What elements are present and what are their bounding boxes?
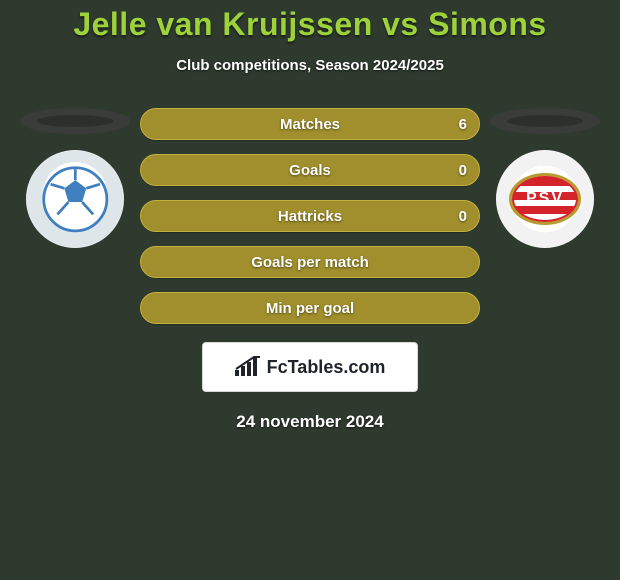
stat-bar-label: Matches [280, 116, 340, 133]
page-title: Jelle van Kruijssen vs Simons [73, 6, 546, 43]
right-column: PSV [485, 108, 605, 248]
chart-bars-icon [235, 356, 261, 378]
left-shadow-ellipse-inner [37, 115, 113, 127]
stat-bar-label: Hattricks [278, 208, 342, 225]
stat-bar: Min per goal [140, 292, 480, 324]
stat-bars: Matches 6 Goals 0 Hattricks 0 Goals per match M… [135, 108, 485, 324]
right-shadow-ellipse-inner [507, 115, 583, 127]
main-row: Matches 6 Goals 0 Hattricks 0 Goals per match M… [0, 108, 620, 324]
right-club-badge: PSV [496, 150, 594, 248]
brand-box[interactable]: FcTables.com [202, 342, 418, 392]
content-root: Jelle van Kruijssen vs Simons Club compe… [0, 0, 620, 580]
stat-bar-label: Goals [289, 162, 331, 179]
left-shadow-ellipse [20, 108, 130, 134]
psv-shield-text: PSV [526, 190, 564, 208]
stat-bar: Goals per match [140, 246, 480, 278]
left-club-badge [26, 150, 124, 248]
psv-shield: PSV [512, 176, 578, 222]
stat-bar-value-right: 0 [459, 208, 467, 225]
stat-bar-label: Goals per match [251, 254, 369, 271]
soccer-ball-icon [41, 165, 110, 234]
stat-bar-value-right: 6 [459, 116, 467, 133]
left-column [15, 108, 135, 248]
brand-text: FcTables.com [267, 357, 386, 378]
stat-bar-value-right: 0 [459, 162, 467, 179]
page-subtitle: Club competitions, Season 2024/2025 [176, 57, 444, 74]
date-text: 24 november 2024 [236, 412, 383, 432]
stat-bar: Hattricks 0 [140, 200, 480, 232]
stat-bar: Goals 0 [140, 154, 480, 186]
right-shadow-ellipse [490, 108, 600, 134]
stat-bar-label: Min per goal [266, 300, 354, 317]
stat-bar: Matches 6 [140, 108, 480, 140]
